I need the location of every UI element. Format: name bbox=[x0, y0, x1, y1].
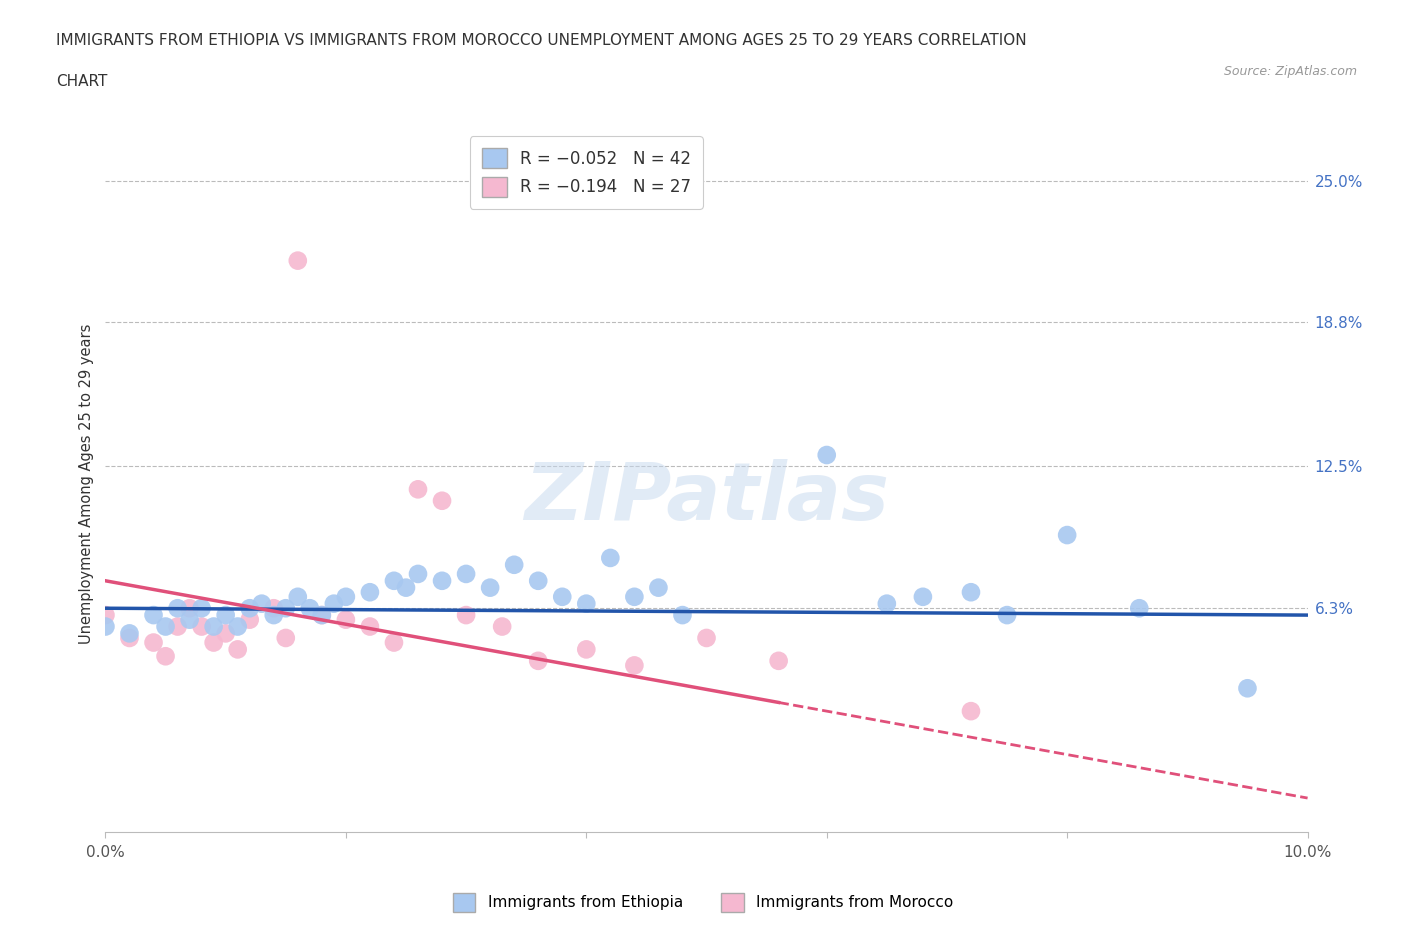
Point bbox=[190, 619, 212, 634]
Point bbox=[623, 590, 645, 604]
Text: IMMIGRANTS FROM ETHIOPIA VS IMMIGRANTS FROM MOROCCO UNEMPLOYMENT AMONG AGES 25 T: IMMIGRANTS FROM ETHIOPIA VS IMMIGRANTS F… bbox=[56, 33, 1026, 47]
Point bbox=[118, 626, 141, 641]
Point bbox=[142, 607, 165, 622]
Point bbox=[382, 635, 405, 650]
Text: CHART: CHART bbox=[56, 74, 108, 89]
Point bbox=[190, 601, 212, 616]
Point bbox=[166, 601, 188, 616]
Point bbox=[503, 557, 526, 572]
Point bbox=[311, 607, 333, 622]
Point bbox=[454, 607, 477, 622]
Point bbox=[335, 590, 357, 604]
Point bbox=[202, 619, 225, 634]
Point bbox=[911, 590, 934, 604]
Point bbox=[311, 607, 333, 622]
Point bbox=[454, 566, 477, 581]
Point bbox=[815, 447, 838, 462]
Point bbox=[214, 607, 236, 622]
Point bbox=[527, 654, 550, 669]
Point bbox=[142, 635, 165, 650]
Point bbox=[599, 551, 621, 565]
Point bbox=[768, 654, 790, 669]
Point bbox=[263, 601, 285, 616]
Point bbox=[226, 642, 249, 657]
Point bbox=[479, 580, 502, 595]
Point bbox=[876, 596, 898, 611]
Point bbox=[382, 574, 405, 589]
Point bbox=[575, 642, 598, 657]
Point bbox=[94, 619, 117, 634]
Point bbox=[226, 619, 249, 634]
Point bbox=[430, 493, 453, 508]
Point bbox=[430, 574, 453, 589]
Point bbox=[527, 574, 550, 589]
Point bbox=[359, 619, 381, 634]
Point bbox=[359, 585, 381, 600]
Point bbox=[274, 631, 297, 645]
Point bbox=[274, 601, 297, 616]
Point bbox=[155, 619, 177, 634]
Point bbox=[960, 585, 983, 600]
Point bbox=[202, 635, 225, 650]
Text: ZIPatlas: ZIPatlas bbox=[524, 458, 889, 537]
Point bbox=[118, 631, 141, 645]
Point bbox=[239, 612, 262, 627]
Point bbox=[155, 649, 177, 664]
Point bbox=[696, 631, 718, 645]
Point bbox=[960, 704, 983, 719]
Point bbox=[94, 607, 117, 622]
Point bbox=[287, 590, 309, 604]
Point bbox=[1236, 681, 1258, 696]
Point bbox=[395, 580, 418, 595]
Point bbox=[491, 619, 513, 634]
Point bbox=[166, 619, 188, 634]
Y-axis label: Unemployment Among Ages 25 to 29 years: Unemployment Among Ages 25 to 29 years bbox=[79, 324, 94, 644]
Point bbox=[623, 658, 645, 672]
Point bbox=[322, 596, 344, 611]
Point bbox=[551, 590, 574, 604]
Point bbox=[287, 253, 309, 268]
Text: Source: ZipAtlas.com: Source: ZipAtlas.com bbox=[1223, 65, 1357, 78]
Point bbox=[406, 566, 429, 581]
Point bbox=[671, 607, 693, 622]
Point bbox=[335, 612, 357, 627]
Point bbox=[575, 596, 598, 611]
Point bbox=[179, 612, 201, 627]
Point bbox=[263, 607, 285, 622]
Point bbox=[995, 607, 1018, 622]
Point bbox=[179, 601, 201, 616]
Point bbox=[1128, 601, 1150, 616]
Point bbox=[239, 601, 262, 616]
Legend: R = −0.052   N = 42, R = −0.194   N = 27: R = −0.052 N = 42, R = −0.194 N = 27 bbox=[470, 136, 703, 208]
Point bbox=[250, 596, 273, 611]
Point bbox=[647, 580, 669, 595]
Legend: Immigrants from Ethiopia, Immigrants from Morocco: Immigrants from Ethiopia, Immigrants fro… bbox=[446, 887, 960, 918]
Point bbox=[1056, 527, 1078, 542]
Point bbox=[214, 626, 236, 641]
Point bbox=[298, 601, 321, 616]
Point bbox=[406, 482, 429, 497]
